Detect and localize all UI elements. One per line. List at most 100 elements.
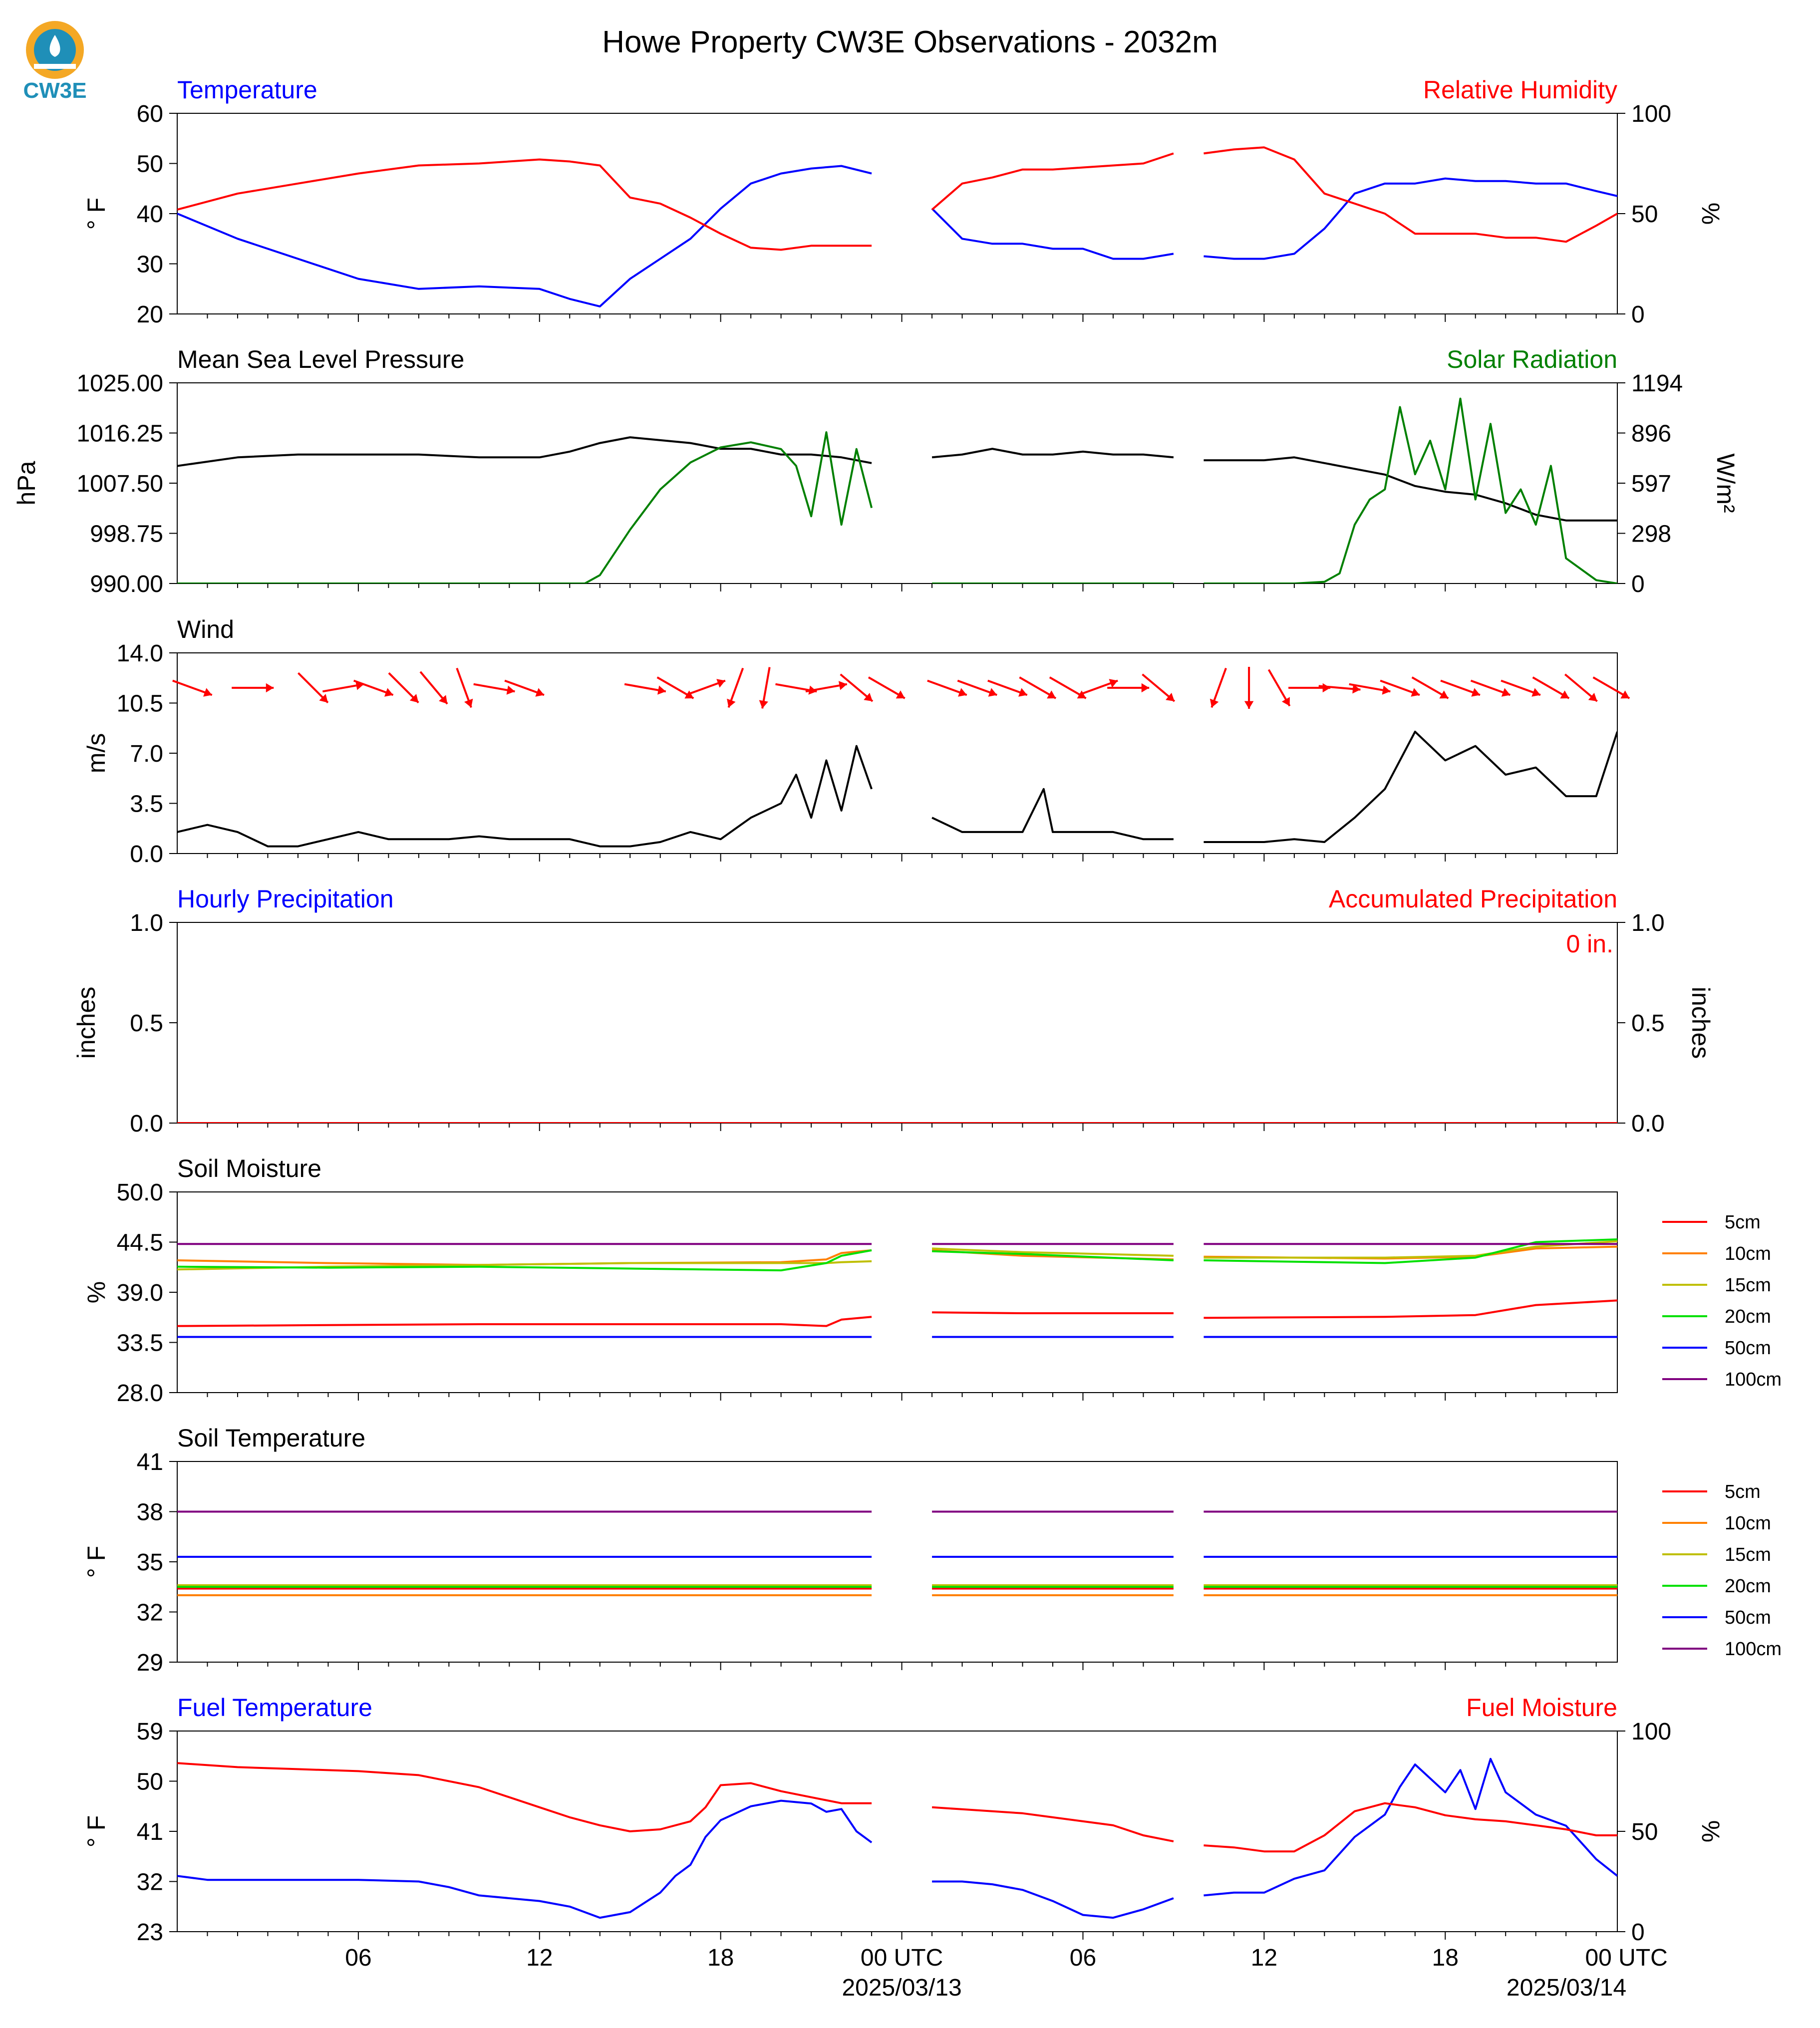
wind-arrow-head <box>1322 683 1331 693</box>
y-left-tick-label: 1.0 <box>130 910 163 936</box>
y-left-tick-label: 7.0 <box>130 741 163 767</box>
wind-arrow-head <box>1141 683 1150 693</box>
series-line-temperature <box>177 165 1617 307</box>
panel-4: Hourly Precipitation Accumulated Precipit… <box>72 885 1715 1137</box>
panel-title-left: Hourly Precipitation <box>177 885 394 913</box>
series-group <box>177 1510 1617 1596</box>
wind-arrow-head <box>464 698 473 708</box>
y-right-tick-label: 1194 <box>1631 370 1683 397</box>
y-left-label: % <box>82 1281 110 1303</box>
wind-arrow-head <box>1382 685 1391 695</box>
series-group <box>177 1238 1617 1338</box>
panel-title-left: Mean Sea Level Pressure <box>177 345 464 373</box>
y-left-tick-label: 40 <box>137 201 163 228</box>
x-tick-label: 18 <box>1432 1945 1459 1971</box>
series-group <box>177 730 1617 848</box>
wind-arrow-head <box>439 695 448 704</box>
y-right-label: W/m² <box>1712 453 1740 513</box>
wind-arrow-head <box>1244 701 1254 709</box>
wind-arrow-head <box>896 690 905 699</box>
plot-frame <box>177 652 1618 854</box>
wind-arrow-head <box>1588 692 1597 701</box>
x-axis: 06 12 18 00 UTC 06 12 18 00 UTC 2025/03/13 2025/0… <box>345 1945 1668 2001</box>
panel-title-right: Accumulated Precipitation <box>1329 885 1617 913</box>
wind-arrow-head <box>958 688 967 697</box>
y-left-tick-label: 0.5 <box>130 1010 163 1037</box>
series-group <box>177 397 1617 583</box>
panel-3: Wind 0.0 3.5 7.0 10.5 14.0 m/s <box>82 615 1630 868</box>
wind-arrow-head <box>1471 688 1480 697</box>
legend-label: 50cm <box>1725 1607 1771 1628</box>
y-left-tick-label: 59 <box>137 1719 163 1745</box>
series-line-fuel-temperature <box>177 1757 1617 1919</box>
y-left-tick-label: 38 <box>137 1499 163 1526</box>
y-left-tick-label: 20 <box>137 301 163 328</box>
wind-arrow-head <box>1109 679 1118 688</box>
wind-arrow-head <box>657 685 666 695</box>
wind-arrow-head <box>1620 690 1630 699</box>
y-right-tick-label: 0 <box>1631 571 1645 597</box>
series-line-20cm <box>177 1238 1617 1272</box>
series-line-relative-humidity <box>177 146 1617 251</box>
x-tick-label: 12 <box>526 1945 553 1971</box>
y-left-tick-label: 0.0 <box>130 841 163 868</box>
y-right-tick-label: 50 <box>1631 201 1658 228</box>
y-left-label: ° F <box>82 1546 110 1578</box>
y-left-tick-label: 50 <box>137 1769 163 1795</box>
y-left-tick-label: 32 <box>137 1869 163 1896</box>
y-left-label: ° F <box>82 198 110 230</box>
wind-arrow-head <box>1439 690 1449 699</box>
legend-label: 10cm <box>1725 1513 1771 1534</box>
wind-arrow-head <box>1352 684 1361 694</box>
y-left-tick-label: 28.0 <box>117 1380 163 1407</box>
y-right-tick-label: 1.0 <box>1631 910 1665 936</box>
wind-arrow-head <box>1018 688 1027 697</box>
legend-label: 20cm <box>1725 1576 1771 1597</box>
x-tick-label: 06 <box>345 1945 371 1971</box>
wind-arrow-head <box>1047 690 1056 699</box>
wind-arrow-head <box>727 698 736 708</box>
y-left-tick-label: 1025.00 <box>76 370 163 397</box>
series-group <box>177 146 1617 307</box>
x-tick-label: 12 <box>1251 1945 1277 1971</box>
legend-label: 15cm <box>1725 1275 1771 1296</box>
y-left-tick-label: 41 <box>137 1449 163 1475</box>
panel-6: Soil Temperature 29 32 35 38 41 ° F 5cm 10cm 15cm… <box>82 1424 1782 1676</box>
y-left-tick-label: 1007.50 <box>76 471 163 497</box>
y-left-label: inches <box>72 987 100 1059</box>
y-left-tick-label: 23 <box>137 1919 163 1946</box>
y-right-tick-label: 50 <box>1631 1819 1658 1845</box>
figure-title: Howe Property CW3E Observations - 2032m <box>602 25 1218 59</box>
x-tick-label: 06 <box>1070 1945 1096 1971</box>
y-right-tick-label: 0 <box>1631 1919 1645 1946</box>
plot-frame <box>177 1191 1618 1393</box>
y-left-tick-label: 32 <box>137 1600 163 1626</box>
y-left-tick-label: 1016.25 <box>76 421 163 447</box>
y-left-tick-label: 3.5 <box>130 791 163 818</box>
series-line-solar-radiation <box>177 397 1617 583</box>
wind-arrow-head <box>506 685 515 695</box>
wind-arrow-head <box>203 688 212 697</box>
y-left-tick-label: 30 <box>137 252 163 278</box>
wind-arrow-head <box>1531 688 1540 697</box>
wind-arrow-head <box>409 694 419 703</box>
x-tick-label: 00 UTC <box>1585 1945 1667 1971</box>
plot-frame <box>177 1731 1618 1932</box>
panel-2: Mean Sea Level Pressure Solar Radiation 99… <box>12 345 1740 597</box>
panel-title-right: Solar Radiation <box>1447 345 1617 373</box>
legend-label: 50cm <box>1725 1338 1771 1359</box>
x-tick-label: 00 UTC <box>861 1945 943 1971</box>
x-tick-label: 18 <box>707 1945 734 1971</box>
series-line-5cm <box>177 1299 1617 1327</box>
y-right-tick-label: 100 <box>1631 101 1671 127</box>
y-right-tick-label: 896 <box>1631 421 1671 447</box>
y-left-tick-label: 50 <box>137 151 163 178</box>
panel-title-left: Soil Moisture <box>177 1155 321 1182</box>
cw3e-logo: CW3E <box>23 21 87 103</box>
y-left-tick-label: 29 <box>137 1650 163 1676</box>
panel-annotation: 0 in. <box>1566 930 1613 958</box>
panel-5: Soil Moisture 28.0 33.5 39.0 44.5 50.0% 5cm 10c… <box>82 1155 1782 1407</box>
y-left-tick-label: 998.75 <box>90 521 163 548</box>
panel-7: Fuel Temperature Fuel Moisture 23 32 41 50 59 °… <box>82 1694 1725 1946</box>
